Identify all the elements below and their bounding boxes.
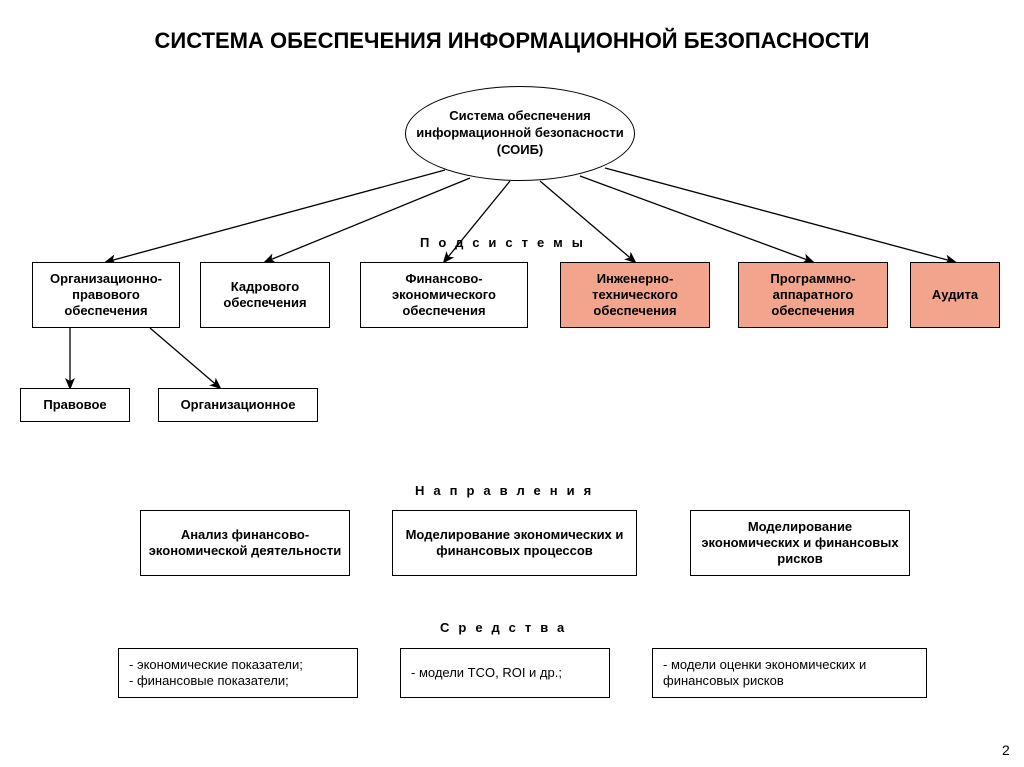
means-m1: - экономические показатели; - финансовые… (118, 648, 358, 698)
section-subsystems: Подсистемы (420, 235, 592, 250)
section-directions: Направления (415, 483, 600, 498)
means-m2: - модели TCO, ROI и др.; (400, 648, 610, 698)
subsystem-hr: Кадрового обеспечения (200, 262, 330, 328)
direction-d3: Моделирование экономических и финансовых… (690, 510, 910, 576)
means-m3: - модели оценки экономических и финансов… (652, 648, 927, 698)
root-node: Система обеспечения информационной безоп… (405, 86, 635, 181)
child-legal: Правовое (20, 388, 130, 422)
page-title: СИСТЕМА ОБЕСПЕЧЕНИЯ ИНФОРМАЦИОННОЙ БЕЗОП… (0, 28, 1024, 54)
page-number: 2 (1002, 742, 1010, 758)
subsystem-eng: Инженерно-технического обеспечения (560, 262, 710, 328)
direction-d1: Анализ финансово-экономической деятельно… (140, 510, 350, 576)
section-means: Средства (440, 620, 573, 635)
direction-d2: Моделирование экономических и финансовых… (392, 510, 637, 576)
child-orgc: Организационное (158, 388, 318, 422)
diagram-stage: СИСТЕМА ОБЕСПЕЧЕНИЯ ИНФОРМАЦИОННОЙ БЕЗОП… (0, 0, 1024, 767)
subsystem-sw: Программно-аппаратного обеспечения (738, 262, 888, 328)
subsystem-org: Организационно-правового обеспечения (32, 262, 180, 328)
subsystem-fin: Финансово-экономического обеспечения (360, 262, 528, 328)
subsystem-audit: Аудита (910, 262, 1000, 328)
